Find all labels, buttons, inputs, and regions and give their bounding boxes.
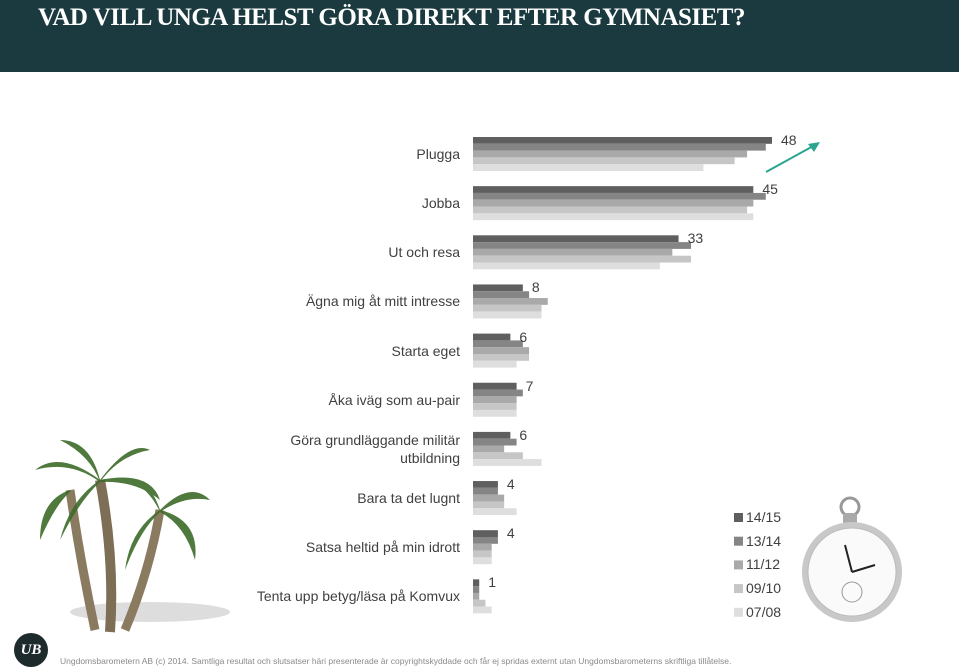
bar [473,445,505,453]
legend-label: 07/08 [746,603,782,620]
bar [473,494,505,502]
bar [473,599,486,607]
category-label: Ägna mig åt mitt intresse [305,293,460,310]
trend-arrow [765,144,816,173]
bar [473,579,480,587]
bar [473,508,517,516]
bar [473,347,530,354]
bar [473,255,692,263]
header-bar [0,0,959,72]
bar [473,606,492,614]
logo: UB [14,633,48,667]
value-label: 6 [519,426,528,443]
category-label: Ut och resa [388,244,460,261]
legend-swatch [734,584,743,594]
bar [473,389,523,397]
bar [473,311,542,319]
bar [473,235,679,243]
value-label: 1 [488,574,497,591]
category-label: Tenta upp betyg/läsa på Komvux [256,588,460,605]
bar [473,304,542,312]
legend-label: 09/10 [746,580,782,597]
legend-label: 11/12 [746,556,780,573]
legend-label: 14/15 [746,509,782,525]
bar [473,164,704,171]
value-label: 8 [531,279,540,296]
bar [473,550,492,558]
legend-swatch [734,536,743,546]
bar [473,213,754,221]
category-label: Starta eget [391,342,461,359]
bar [473,409,517,417]
legend-swatch [734,560,743,570]
category-label: Satsa heltid på min idrott [305,539,460,556]
value-label: 33 [687,230,704,247]
bar [473,487,498,495]
bar [473,262,660,270]
bar [473,186,754,193]
legend-swatch [734,513,743,522]
legend-label: 13/14 [746,532,782,549]
footer: Ungdomsbarometern AB (c) 2014. Samtliga … [60,656,732,666]
category-label: Plugga [416,146,460,162]
trend-arrow-head [808,142,820,152]
bar [473,438,517,446]
bar [473,150,748,158]
bar [473,248,673,256]
bar [473,242,692,249]
category-label: Göra grundläggande militär utbildning [290,431,460,466]
watch-illustration [802,496,902,622]
bar [473,333,511,341]
legend-swatch [734,607,743,617]
bar [473,206,748,214]
bar [473,543,492,551]
bar [473,199,754,207]
category-label: Bara ta det lugnt [357,490,460,507]
value-label: 45 [762,181,778,198]
bar [473,298,548,305]
chart-title: VAD VILL UNGA HELST GÖRA DIREKT EFTER GY… [38,4,745,31]
bar [473,452,523,460]
value-label: 48 [781,132,797,148]
palm-illustration [35,440,230,633]
value-label: 6 [519,328,528,345]
bar [473,501,505,509]
bar [473,459,542,466]
bar [473,403,517,410]
value-label: 7 [525,377,534,394]
bar [473,431,511,439]
bar [473,530,498,537]
bar [473,586,480,593]
category-label: Jobba [421,195,460,212]
bar [473,382,517,390]
bar [473,291,530,299]
bar [473,557,492,565]
bar [473,481,498,488]
bar [473,354,530,361]
bar [473,284,523,292]
bar [473,592,480,600]
bar [473,396,517,404]
bar [473,157,735,165]
bar [473,143,766,151]
bar [473,360,517,368]
bar [473,192,766,200]
value-label: 4 [506,525,515,542]
category-label: Åka iväg som au-pair [328,391,460,408]
value-label: 4 [506,476,515,493]
bar [473,137,772,144]
bar [473,537,498,544]
bar [473,340,523,348]
